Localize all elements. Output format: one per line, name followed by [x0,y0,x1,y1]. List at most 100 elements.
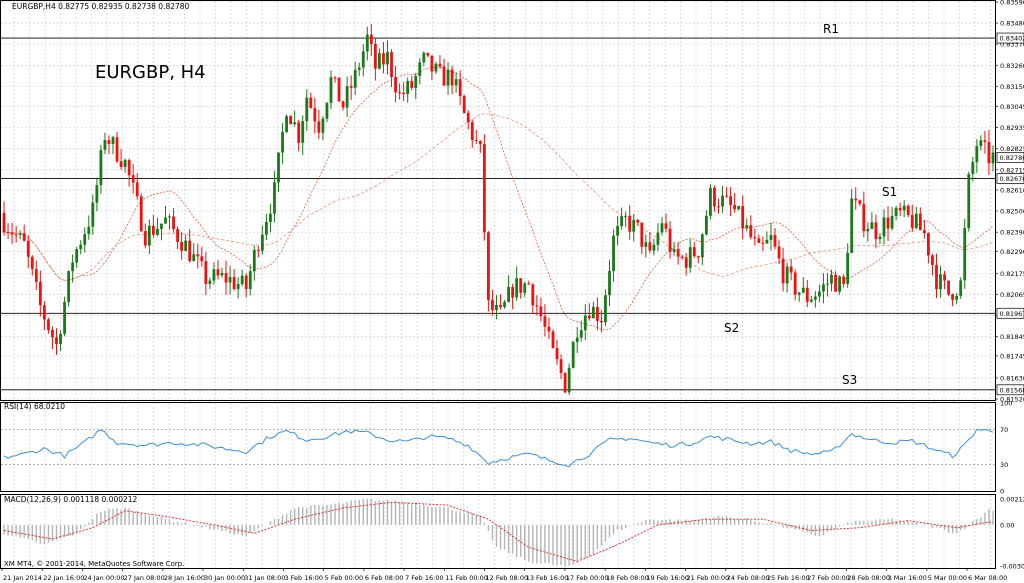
candle [935,253,938,299]
current-price-label-box [996,151,1024,163]
candle-body [943,274,946,281]
candle-body [600,320,603,323]
candle [51,326,54,350]
candle-body [71,262,75,272]
candle [890,206,894,231]
candle [337,77,341,102]
candle [575,327,579,353]
candle [59,330,62,351]
candle [6,223,10,239]
candle [192,243,196,262]
rsi-panel [0,402,996,492]
candle-body [648,242,652,251]
candle [527,280,531,286]
candle-body [2,212,6,233]
candle [260,225,264,255]
candle-body [337,77,341,102]
candle [313,97,317,134]
candle [75,247,79,268]
candle-body [624,215,628,217]
candle [830,269,833,292]
candle [640,222,644,255]
candle-body [951,294,955,300]
x-tick-label: 21 Jan 2014 [3,574,42,582]
candle-body [838,276,841,292]
candle-body [789,266,793,273]
candle-body [765,239,769,244]
x-tick-label: 11 Feb 00:00 [445,574,488,582]
x-tick-label: 30 Jan 00:00 [204,574,245,582]
candle-body [959,280,963,296]
candle [119,148,123,170]
candle-body [975,146,979,163]
candle-body [785,266,789,284]
candle [147,219,151,255]
candle-body [204,261,208,284]
candle-body [809,299,813,302]
candle-body [107,140,111,144]
candle [874,214,878,249]
macd-tick-label: -0.003065 [1000,563,1024,571]
grid [1,1,995,568]
candle-body [341,101,345,108]
candle [700,233,704,266]
candle [99,144,103,194]
candle-body [499,304,502,308]
candle-body [252,249,256,272]
candle-body [805,287,809,302]
level-price-label-s3-box [996,384,1024,396]
candle-body [910,215,914,228]
candle-body [511,287,515,298]
candle-body [446,69,450,86]
candle [220,267,224,278]
candle [200,246,204,267]
candle-body [672,248,676,252]
candle [878,232,882,245]
rsi-tick-label: 30 [1000,461,1008,469]
candle-body [628,215,632,232]
price-panel-frame [0,0,996,401]
candle-body [434,63,438,72]
candle-body [119,161,123,168]
candle-body [188,240,192,262]
candle-body [531,284,535,306]
candle-body [63,301,66,334]
candle-body [882,217,886,237]
candle-body [947,280,950,295]
candle [164,205,167,224]
x-tick-label: 6 Mar 08:00 [968,574,1007,582]
candle [846,243,850,288]
candle [818,284,821,302]
candle [277,152,280,192]
candle [967,171,971,232]
candle [256,246,260,258]
candle-body [591,306,595,319]
candle [115,132,119,164]
candle-body [987,141,991,164]
candle [22,224,26,242]
candle [273,170,276,223]
candle [531,283,535,314]
candle-body [692,247,696,257]
candle-body [567,367,571,393]
candle [499,294,502,310]
candle [305,89,309,131]
candle-body [38,281,42,306]
y-tick-label: 0.82175 [1000,270,1024,278]
candle-body [850,198,854,253]
candle-body [664,223,668,229]
candle-body [422,52,426,63]
candle-body [963,228,967,281]
rsi-title: RSI(14) 68.0210 [4,402,65,411]
candle [842,273,846,288]
candle [858,199,862,207]
candle-body [640,222,644,247]
x-tick-label: 21 Feb 00:00 [687,574,730,582]
y-tick-label: 0.82065 [1000,291,1024,299]
candle [462,94,466,114]
candle [151,214,155,238]
candle-body [491,299,494,311]
candle [519,277,523,299]
